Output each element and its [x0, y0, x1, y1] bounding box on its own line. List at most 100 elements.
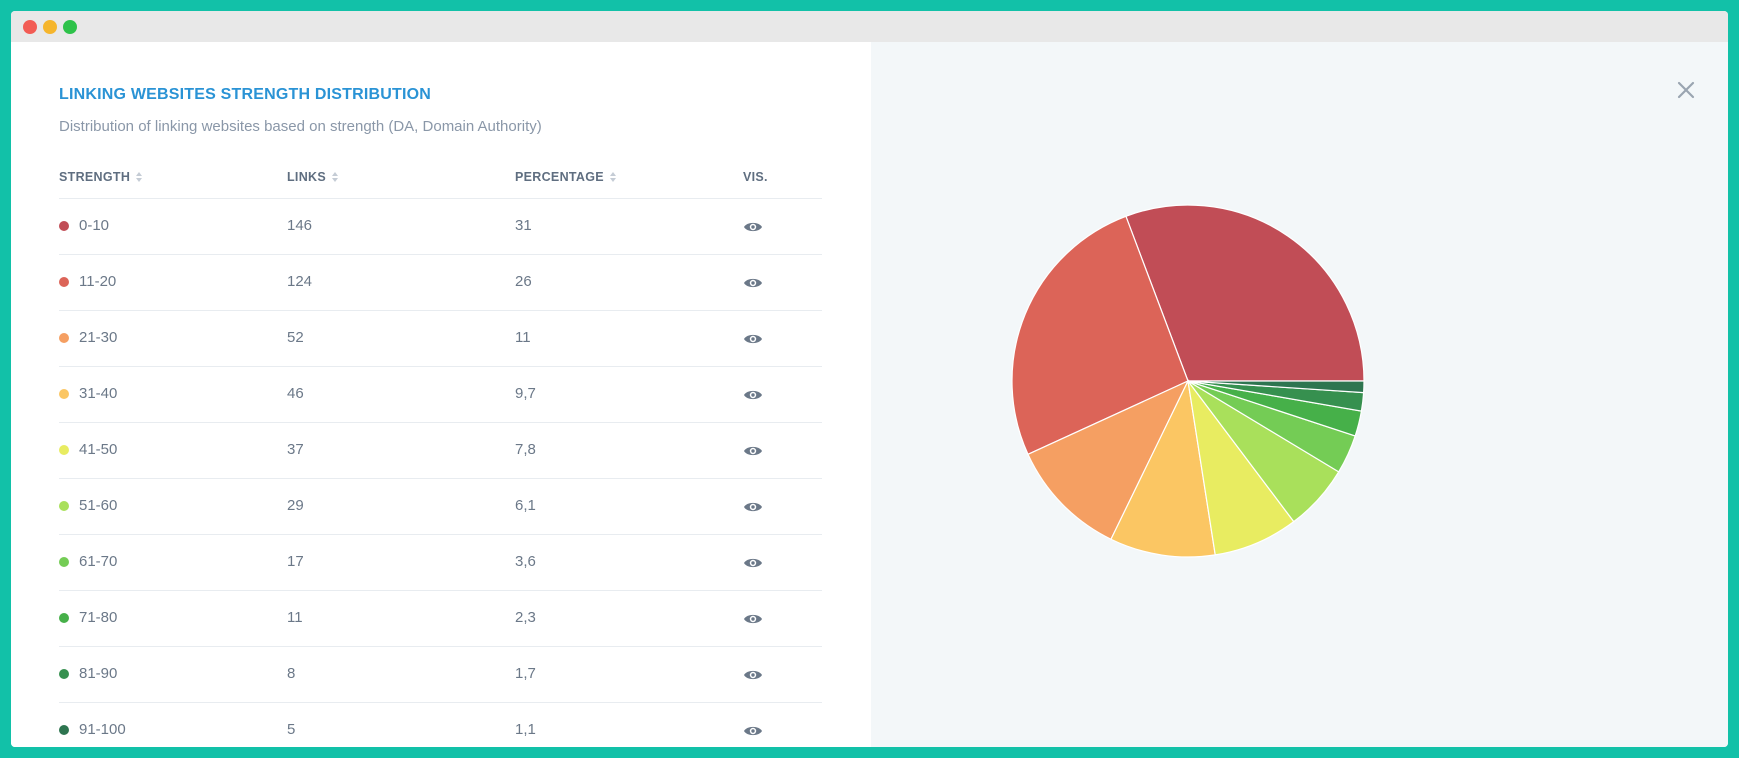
eye-icon[interactable] — [743, 330, 763, 348]
strength-cell: 51-60 — [59, 497, 117, 514]
eye-icon[interactable] — [743, 218, 763, 236]
table-row: 11-20 124 26 — [59, 255, 822, 311]
legend-dot — [59, 612, 69, 623]
strength-value: 61-70 — [79, 553, 118, 570]
details-panel: LINKING WEBSITES STRENGTH DISTRIBUTION D… — [11, 42, 871, 747]
eye-icon[interactable] — [743, 722, 763, 740]
legend-dot — [59, 220, 69, 231]
table-header: STRENGTH LINKS PERCENTAGE VIS. — [59, 158, 822, 199]
table-row: 41-50 37 7,8 — [59, 423, 822, 479]
table-body: 0-10 146 31 11-20 124 26 21-30 52 11 — [59, 199, 822, 747]
strength-value: 51-60 — [79, 497, 118, 514]
eye-icon[interactable] — [743, 274, 763, 292]
links-cell: 37 — [287, 441, 304, 458]
eye-icon[interactable] — [743, 498, 763, 516]
strength-value: 81-90 — [79, 665, 118, 682]
eye-icon[interactable] — [743, 610, 763, 628]
strength-cell: 91-100 — [59, 721, 126, 738]
pie-slice-31-40[interactable] — [1110, 379, 1216, 558]
eye-icon[interactable] — [743, 666, 763, 684]
strength-table: STRENGTH LINKS PERCENTAGE VIS. 0-10 — [59, 158, 822, 747]
pie-slice-91-100[interactable] — [1187, 380, 1365, 394]
column-header-label: VIS. — [743, 170, 768, 184]
percentage-cell: 1,1 — [515, 721, 536, 738]
column-header-label: STRENGTH — [59, 170, 131, 184]
column-header-label: LINKS — [287, 170, 326, 184]
strength-value: 41-50 — [79, 441, 118, 458]
pie-slice-0-10[interactable] — [1125, 204, 1365, 382]
strength-value: 11-20 — [79, 273, 117, 290]
window-maximize-button[interactable] — [63, 20, 77, 34]
table-row: 31-40 46 9,7 — [59, 367, 822, 423]
links-cell: 29 — [287, 497, 304, 514]
sort-icon — [136, 172, 143, 182]
column-header-links[interactable]: LINKS — [287, 170, 338, 184]
strength-value: 21-30 — [79, 329, 118, 346]
column-header-vis: VIS. — [743, 170, 768, 184]
links-cell: 146 — [287, 217, 313, 234]
strength-value: 0-10 — [79, 217, 110, 234]
strength-cell: 21-30 — [59, 329, 117, 346]
eye-icon[interactable] — [743, 554, 763, 572]
column-header-strength[interactable]: STRENGTH — [59, 170, 143, 184]
legend-dot — [59, 388, 69, 399]
strength-cell: 61-70 — [59, 553, 117, 570]
percentage-cell: 3,6 — [515, 553, 536, 570]
sort-icon — [332, 172, 338, 182]
strength-cell: 81-90 — [59, 665, 117, 682]
table-row: 51-60 29 6,1 — [59, 479, 822, 535]
strength-cell: 41-50 — [59, 441, 117, 458]
links-cell: 124 — [287, 273, 313, 290]
legend-dot — [59, 668, 69, 679]
pie-slice-11-20[interactable] — [1011, 215, 1189, 456]
legend-dot — [59, 500, 69, 511]
table-row: 0-10 146 31 — [59, 199, 822, 255]
links-cell: 52 — [287, 329, 304, 346]
table-row: 71-80 11 2,3 — [59, 591, 822, 647]
percentage-cell: 7,8 — [515, 441, 536, 458]
panel-subtitle: Distribution of linking websites based o… — [59, 118, 542, 135]
percentage-cell: 26 — [515, 273, 532, 290]
strength-cell: 71-80 — [59, 609, 117, 626]
column-header-percentage[interactable]: PERCENTAGE — [515, 170, 616, 184]
window-minimize-button[interactable] — [43, 20, 57, 34]
strength-value: 71-80 — [79, 609, 118, 626]
window-close-button[interactable] — [23, 20, 37, 34]
column-header-label: PERCENTAGE — [515, 170, 604, 184]
pie-slice-21-30[interactable] — [1027, 379, 1190, 541]
table-row: 61-70 17 3,6 — [59, 535, 822, 591]
links-cell: 17 — [287, 553, 304, 570]
legend-dot — [59, 332, 69, 343]
percentage-cell: 2,3 — [515, 609, 536, 626]
window-titlebar — [11, 11, 1728, 42]
sort-icon — [609, 172, 616, 182]
links-cell: 5 — [287, 721, 296, 738]
percentage-cell: 1,7 — [515, 665, 536, 682]
strength-cell: 11-20 — [59, 273, 116, 290]
table-row: 21-30 52 11 — [59, 311, 822, 367]
strength-pie-chart — [1011, 204, 1365, 558]
eye-icon[interactable] — [743, 442, 763, 460]
percentage-cell: 11 — [515, 329, 531, 346]
strength-cell: 0-10 — [59, 217, 109, 234]
legend-dot — [59, 276, 69, 287]
percentage-cell: 31 — [515, 217, 532, 234]
eye-icon[interactable] — [743, 386, 763, 404]
strength-value: 91-100 — [79, 721, 126, 738]
strength-value: 31-40 — [79, 385, 118, 402]
panel-title: LINKING WEBSITES STRENGTH DISTRIBUTION — [59, 86, 432, 103]
table-row: 91-100 5 1,1 — [59, 703, 822, 747]
percentage-cell: 6,1 — [515, 497, 536, 514]
app-window: LINKING WEBSITES STRENGTH DISTRIBUTION D… — [11, 11, 1728, 747]
legend-dot — [59, 556, 69, 567]
strength-cell: 31-40 — [59, 385, 117, 402]
close-icon[interactable] — [1674, 78, 1698, 102]
legend-dot — [59, 724, 69, 735]
chart-panel — [871, 42, 1728, 747]
links-cell: 11 — [287, 609, 303, 626]
legend-dot — [59, 444, 69, 455]
percentage-cell: 9,7 — [515, 385, 536, 402]
links-cell: 8 — [287, 665, 296, 682]
links-cell: 46 — [287, 385, 304, 402]
table-row: 81-90 8 1,7 — [59, 647, 822, 703]
